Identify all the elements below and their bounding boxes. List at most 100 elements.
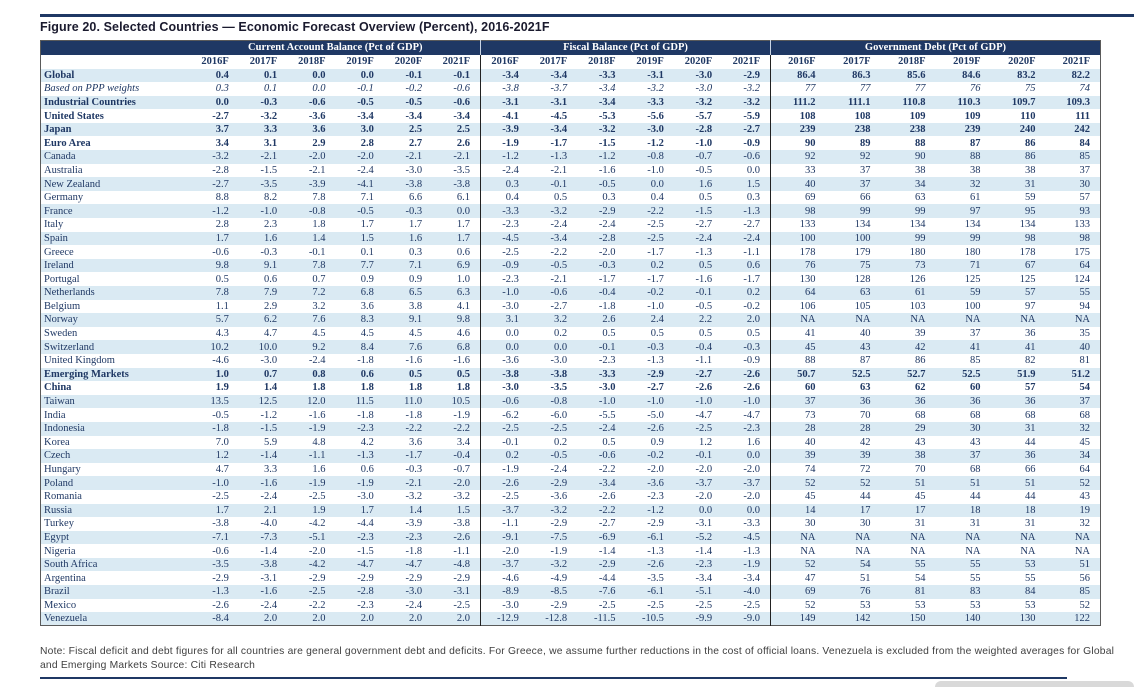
value-cell: 0.6: [746, 260, 760, 272]
value-cell: -1.4: [260, 450, 278, 462]
value-cell: -3.4: [550, 124, 568, 136]
value-cell: -1.5: [260, 164, 278, 176]
country-column-spacer: [40, 54, 191, 69]
value-cell: -2.6: [647, 559, 664, 571]
value-cell: 4.5: [312, 328, 326, 340]
value-cell: 13.5: [210, 396, 229, 408]
value-cell: 37: [859, 178, 871, 190]
value-cell: 52.5: [852, 368, 871, 380]
value-cell: NA: [910, 545, 926, 557]
value-cell: -12.9: [480, 612, 529, 626]
value-cell: -1.5: [695, 205, 713, 217]
value-cell: -3.0: [480, 598, 529, 613]
value-cell: NA: [769, 544, 826, 558]
year-column-header: 2020F: [383, 54, 433, 69]
value-cell: -3.9: [480, 122, 529, 137]
value-cell: -1.0: [598, 396, 616, 408]
value-cell: 89: [859, 137, 871, 149]
value-cell: NA: [1074, 531, 1090, 543]
value-cell: -6.9: [598, 531, 616, 543]
value-cell: -2.4: [598, 423, 616, 435]
value-cell: -3.4: [743, 572, 760, 584]
value-cell: -0.8: [550, 396, 568, 408]
value-cell: -0.9: [743, 355, 760, 367]
value-cell: -1.2: [480, 150, 529, 164]
value-cell: -0.3: [405, 205, 423, 217]
table-row: Egypt -7.1 -7.3 -5.1 -2.3 -2.3 -2.6 -9.1 -7.5 -6.…: [40, 530, 1101, 545]
value-cell: 30: [859, 518, 871, 530]
value-cell: -1.4: [598, 545, 616, 557]
value-cell: -4.5: [743, 531, 760, 543]
value-cell: -3.8: [480, 367, 529, 382]
value-cell: 44: [1024, 436, 1036, 448]
value-cell: -3.7: [480, 503, 529, 518]
table-row: Emerging Markets 1.0 0.7 0.8 0.6 0.5 0.5 -3.8 -3…: [40, 367, 1101, 382]
value-cell: 2.8: [360, 137, 374, 149]
value-cell: 0.0: [456, 205, 471, 217]
value-cell: -1.9: [308, 423, 326, 435]
value-cell: -1.6: [598, 164, 616, 176]
value-cell: 99: [969, 232, 981, 244]
value-cell: -1.9: [550, 545, 568, 557]
value-cell: 0.0: [650, 178, 664, 190]
value-cell: 6.3: [456, 287, 471, 299]
value-cell: -0.2: [647, 287, 664, 299]
value-cell: 2.2: [699, 314, 713, 326]
value-cell: 100: [854, 232, 871, 244]
value-cell: 0.6: [360, 368, 374, 380]
horizontal-scrollbar-thumb[interactable]: [935, 681, 1134, 687]
value-cell: -11.5: [594, 613, 616, 625]
country-label: Russia: [44, 504, 73, 516]
value-cell: 72: [859, 464, 871, 476]
value-cell: -4.7: [695, 409, 713, 421]
value-cell: -1.2: [647, 137, 664, 149]
value-cell: -1.7: [647, 246, 664, 258]
value-cell: 61: [914, 287, 926, 299]
value-cell: -0.6: [480, 394, 529, 409]
table-row: Indonesia -1.8 -1.5 -1.9 -2.3 -2.2 -2.2 -2.5 -2.…: [40, 421, 1101, 436]
value-cell: 30: [769, 517, 826, 531]
value-cell: -0.6: [550, 287, 568, 299]
value-cell: -1.7: [598, 273, 616, 285]
value-cell: 2.0: [409, 613, 423, 625]
value-cell: -0.6: [212, 246, 229, 258]
value-cell: -2.9: [550, 599, 568, 611]
value-cell: 8.2: [264, 192, 278, 204]
table-row: Spain 1.7 1.6 1.4 1.5 1.6 1.7 -4.5 -3.4 -2.8 -2.5 -…: [40, 231, 1101, 246]
value-cell: 126: [909, 273, 926, 285]
value-cell: -2.4: [308, 355, 326, 367]
value-cell: 88: [969, 151, 981, 163]
economic-forecast-table: Current Account Balance (Pct of GDP) Fis…: [40, 40, 1101, 627]
value-cell: -0.3: [743, 341, 760, 353]
value-cell: -2.1: [405, 477, 423, 489]
value-cell: -1.0: [647, 396, 664, 408]
value-cell: 77: [859, 83, 871, 95]
value-cell: 0.5: [409, 368, 423, 380]
value-cell: -3.8: [212, 518, 229, 530]
value-cell: -4.0: [260, 518, 278, 530]
value-cell: 150: [909, 613, 926, 625]
country-label: Greece: [44, 246, 74, 258]
value-cell: -0.9: [743, 137, 760, 149]
country-label: Industrial Countries: [44, 96, 136, 108]
value-cell: -1.7: [743, 273, 760, 285]
country-label: Japan: [44, 124, 72, 136]
group-header-fiscal-balance: Fiscal Balance (Pct of GDP): [480, 40, 771, 55]
country-label: Indonesia: [44, 423, 85, 435]
value-cell: 44: [969, 491, 981, 503]
value-cell: -3.7: [480, 557, 529, 572]
country-label: Korea: [44, 436, 70, 448]
value-cell: -1.6: [405, 355, 423, 367]
value-cell: 43: [859, 341, 871, 353]
table-row: Venezuela -8.4 2.0 2.0 2.0 2.0 2.0 -12.9 -12.8 -1…: [40, 612, 1101, 626]
value-cell: 63: [859, 287, 871, 299]
value-cell: -0.2: [647, 450, 664, 462]
value-cell: -1.4: [695, 545, 713, 557]
value-cell: -3.9: [405, 518, 423, 530]
value-cell: -0.2: [405, 83, 423, 95]
value-cell: -1.9: [357, 477, 374, 489]
value-cell: 8.8: [215, 192, 229, 204]
year-header-row: 2016F 2017F 2018F 2019F 2020F 2021F 2016F 2017F…: [40, 54, 1101, 69]
value-cell: -4.7: [743, 409, 760, 421]
value-cell: -3.0: [695, 69, 713, 81]
